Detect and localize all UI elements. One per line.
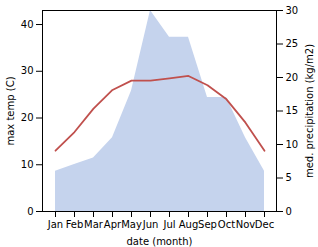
svg-text:10: 10 <box>286 139 299 150</box>
svg-text:Sep: Sep <box>198 219 217 230</box>
svg-text:0: 0 <box>286 206 292 217</box>
svg-text:20: 20 <box>21 112 34 123</box>
svg-text:Aug: Aug <box>179 219 199 230</box>
svg-text:May: May <box>121 219 142 230</box>
svg-text:40: 40 <box>21 19 34 30</box>
svg-text:Nov: Nov <box>236 219 256 230</box>
svg-text:Feb: Feb <box>66 219 84 230</box>
svg-text:med. precipitation (kg/m2): med. precipitation (kg/m2) <box>304 44 315 178</box>
svg-text:30: 30 <box>286 5 299 16</box>
svg-text:max temp (C): max temp (C) <box>5 76 16 145</box>
svg-text:5: 5 <box>286 172 292 183</box>
svg-text:15: 15 <box>286 105 299 116</box>
svg-text:0: 0 <box>27 206 33 217</box>
svg-text:Oct: Oct <box>218 219 235 230</box>
svg-text:Jul: Jul <box>162 219 175 230</box>
svg-text:30: 30 <box>21 65 34 76</box>
svg-text:date (month): date (month) <box>127 236 193 247</box>
svg-text:10: 10 <box>21 159 34 170</box>
svg-text:Mar: Mar <box>84 219 104 230</box>
svg-text:Apr: Apr <box>104 219 122 230</box>
svg-text:Dec: Dec <box>255 219 274 230</box>
svg-text:25: 25 <box>286 38 299 49</box>
svg-text:Jan: Jan <box>47 219 63 230</box>
svg-text:20: 20 <box>286 72 299 83</box>
svg-text:Jun: Jun <box>142 219 159 230</box>
